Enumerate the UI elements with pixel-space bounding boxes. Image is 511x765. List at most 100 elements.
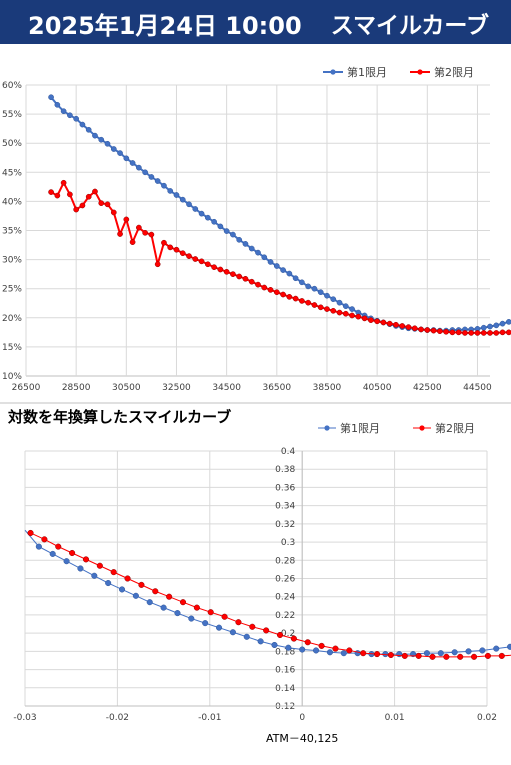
data-point	[49, 550, 56, 557]
data-point	[292, 295, 299, 302]
data-point	[449, 329, 456, 336]
data-point	[451, 649, 458, 656]
data-point	[411, 325, 418, 332]
x-tick-label: -0.01	[198, 713, 221, 723]
y-tick-label: 0.34	[275, 502, 295, 512]
data-point	[346, 647, 353, 654]
y-tick-label: 55%	[2, 110, 22, 120]
data-point	[105, 580, 112, 587]
legend-swatch-marker	[419, 425, 425, 431]
x-tick-label: 38500	[313, 383, 342, 393]
data-point	[386, 320, 393, 327]
data-point	[202, 620, 209, 627]
series-line	[30, 532, 511, 658]
data-point	[457, 653, 464, 660]
y-tick-label: 0.28	[275, 556, 295, 566]
y-tick-label: 0.26	[275, 575, 295, 585]
y-tick-label: 40%	[2, 197, 22, 207]
data-point	[336, 299, 343, 306]
data-point	[148, 231, 155, 238]
data-point	[79, 202, 86, 209]
data-point	[160, 604, 167, 611]
data-point	[166, 593, 173, 600]
y-tick-label: 60%	[2, 81, 22, 91]
data-point	[423, 650, 430, 657]
data-point	[318, 642, 325, 649]
data-point	[326, 649, 333, 656]
data-point	[418, 326, 424, 333]
data-point	[324, 306, 330, 312]
data-point	[355, 313, 362, 320]
data-point	[242, 241, 249, 247]
y-tick-label: 0.16	[275, 666, 295, 676]
data-point	[313, 647, 320, 654]
legend-label: 第2限月	[435, 421, 475, 435]
data-point	[480, 330, 487, 336]
data-point	[211, 264, 217, 271]
x-tick-label: -0.02	[106, 713, 129, 723]
data-point	[148, 174, 155, 180]
data-point	[98, 136, 105, 143]
x-tick-label: 40500	[363, 383, 392, 393]
data-point	[110, 146, 117, 152]
data-point	[192, 206, 199, 212]
data-point	[286, 293, 293, 300]
y-tick-label: 0.18	[275, 647, 295, 657]
data-point	[429, 653, 436, 660]
data-point	[479, 647, 486, 654]
data-point	[330, 296, 337, 303]
data-point	[399, 323, 406, 329]
data-point	[317, 304, 324, 311]
y-tick-label: 35%	[2, 227, 22, 237]
y-tick-label: 25%	[2, 285, 22, 295]
data-point	[192, 256, 199, 262]
data-point	[193, 604, 200, 611]
data-point	[380, 319, 387, 326]
data-point	[267, 259, 274, 265]
y-tick-label: 0.3	[281, 538, 295, 548]
data-point	[179, 196, 186, 203]
data-point	[484, 652, 491, 659]
data-point	[430, 327, 437, 334]
data-point	[507, 643, 511, 650]
data-point	[146, 599, 153, 606]
data-point	[336, 309, 343, 316]
data-point	[342, 310, 349, 317]
data-point	[286, 270, 293, 277]
data-point	[41, 536, 48, 543]
data-point	[317, 289, 324, 296]
data-point	[123, 216, 130, 223]
data-point	[104, 140, 111, 147]
data-point	[124, 575, 131, 582]
data-point	[487, 330, 493, 336]
data-point	[229, 629, 236, 636]
x-tick-label: 44500	[463, 383, 492, 393]
data-point	[393, 321, 399, 328]
data-point	[154, 261, 161, 268]
data-point	[263, 627, 270, 634]
x-tick-label: 34500	[212, 383, 241, 393]
data-point	[405, 324, 412, 330]
data-point	[505, 329, 511, 336]
data-point	[374, 318, 380, 325]
data-point	[211, 218, 217, 225]
data-point	[69, 549, 76, 557]
data-point	[67, 112, 73, 119]
legend-swatch-marker	[417, 69, 423, 75]
data-point	[299, 298, 305, 304]
data-point	[204, 261, 211, 268]
x-tick-label: -0.03	[13, 713, 36, 723]
y-tick-label: 0.14	[275, 684, 295, 694]
data-point	[215, 624, 223, 631]
data-point	[305, 283, 312, 290]
data-point	[235, 619, 242, 626]
data-point	[305, 299, 312, 306]
data-point	[261, 284, 268, 291]
data-point	[142, 169, 148, 176]
data-point	[73, 115, 80, 122]
data-point	[221, 613, 228, 620]
x-tick-label: 28500	[62, 383, 91, 393]
data-point	[361, 315, 368, 322]
data-point	[285, 644, 292, 651]
data-point	[85, 193, 92, 200]
